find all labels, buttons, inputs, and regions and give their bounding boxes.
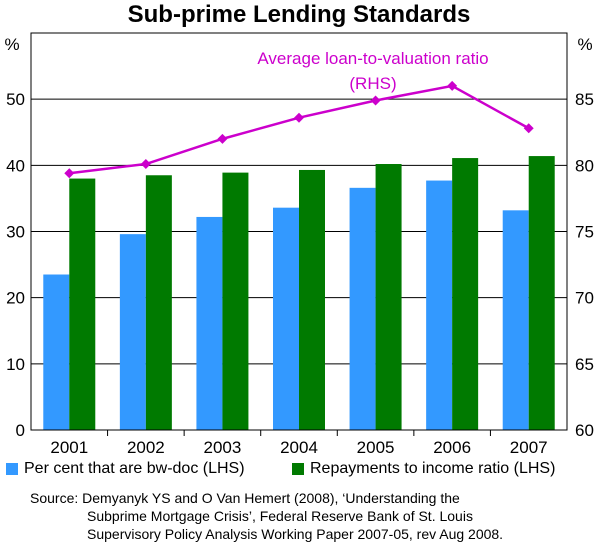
right-tick-label: 80 [575, 156, 594, 175]
bar-repayments [375, 164, 402, 430]
legend-label-repayments: Repayments to income ratio (LHS) [310, 460, 556, 477]
right-tick-label: 85 [575, 90, 594, 109]
legend-swatch-green [292, 463, 304, 475]
left-tick-label: 20 [6, 289, 25, 308]
ltv-marker [447, 80, 458, 91]
left-tick-label: 0 [16, 421, 25, 440]
bar-repayments [528, 156, 555, 430]
source-note: Source: Demyanyk YS and O Van Hemert (20… [30, 489, 503, 543]
axis-ticks: 0 10 20 30 40 50 60 65 70 75 80 85 2001 2002 2003 2004 2… [6, 90, 594, 457]
ltv-marker [64, 168, 75, 179]
left-tick-label: 10 [6, 355, 25, 374]
right-tick-label: 65 [575, 355, 594, 374]
bar-bw-doc [196, 216, 223, 430]
bar-bw-doc [426, 180, 453, 430]
annotation-line1: Average loan-to-valuation ratio [257, 49, 488, 68]
bars [43, 156, 555, 430]
ltv-marker [370, 95, 381, 106]
right-tick-label: 75 [575, 223, 594, 242]
x-tick-label: 2002 [127, 438, 165, 457]
source-line-3: Supervisory Policy Analysis Working Pape… [87, 526, 504, 542]
left-tick-label: 50 [6, 90, 25, 109]
annotation-line2: (RHS) [349, 74, 396, 93]
ltv-marker [217, 133, 228, 144]
ltv-marker [294, 112, 304, 123]
ltv-marker [523, 123, 534, 134]
source-line-2: Subprime Mortgage Crisis’, Federal Reser… [87, 508, 473, 524]
bar-repayments [69, 178, 96, 430]
bar-repayments [222, 172, 249, 430]
left-tick-label: 40 [6, 156, 25, 175]
x-tick-label: 2004 [280, 438, 318, 457]
right-tick-label: 70 [575, 289, 594, 308]
x-tick-label: 2007 [510, 438, 548, 457]
legend-label-bw-doc: Per cent that are bw-doc (LHS) [24, 460, 245, 477]
x-tick-label: 2003 [204, 438, 242, 457]
bar-repayments [299, 169, 325, 430]
source-line-1: Source: Demyanyk YS and O Van Hemert (20… [30, 490, 460, 506]
bar-bw-doc [119, 234, 146, 430]
bar-repayments [452, 158, 479, 430]
left-axis-unit: % [4, 35, 19, 54]
legend-item-bw-doc: Per cent that are bw-doc (LHS) [6, 460, 245, 478]
bar-repayments [145, 175, 172, 430]
x-tick-label: 2006 [433, 438, 471, 457]
right-tick-label: 60 [575, 421, 594, 440]
right-axis-unit: % [577, 35, 592, 54]
ltv-line [64, 80, 534, 179]
plot-frame [30, 32, 568, 431]
bar-bw-doc [273, 207, 299, 430]
bar-bw-doc [43, 274, 70, 430]
bar-bw-doc [502, 210, 529, 430]
x-tick-label: 2001 [50, 438, 88, 457]
left-tick-label: 30 [6, 223, 25, 242]
legend-item-repayments: Repayments to income ratio (LHS) [292, 460, 555, 478]
bar-bw-doc [349, 187, 376, 430]
legend-swatch-blue [6, 463, 18, 475]
chart-title: Sub-prime Lending Standards [128, 1, 471, 28]
ltv-marker [140, 159, 151, 170]
x-tick-label: 2005 [357, 438, 395, 457]
